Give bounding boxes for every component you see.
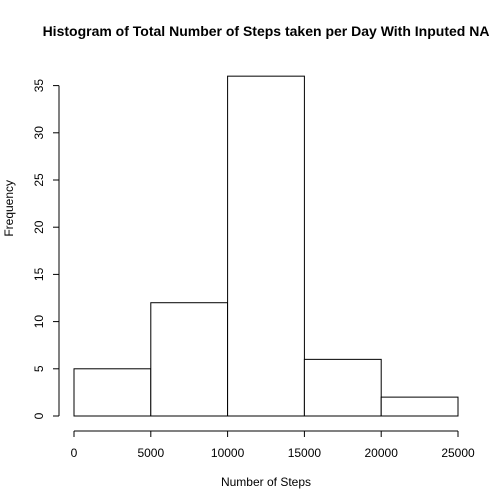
bars-group	[73, 75, 459, 417]
x-axis: 0 5000 10000 15000 20000 25000	[71, 430, 475, 460]
y-tick-label: 10	[32, 315, 46, 329]
y-tick-label: 15	[32, 267, 46, 281]
histogram-bar-4	[303, 358, 382, 417]
histogram-bar-5	[380, 396, 459, 417]
chart-title: Histogram of Total Number of Steps taken…	[43, 23, 490, 39]
y-axis: 0 5 10 15 20 25 30 35	[32, 79, 60, 419]
x-tick-label: 10000	[211, 446, 245, 460]
y-tick-label: 25	[32, 173, 46, 187]
histogram-bar-2	[150, 302, 229, 417]
y-axis-label: Frequency	[2, 180, 16, 237]
x-tick-label: 5000	[137, 446, 164, 460]
x-axis-label: Number of Steps	[221, 475, 311, 489]
x-tick-label: 15000	[288, 446, 322, 460]
x-tick-label: 20000	[365, 446, 399, 460]
y-tick-label: 5	[32, 365, 46, 372]
histogram-bar-1	[73, 368, 152, 417]
x-tick-label: 25000	[441, 446, 475, 460]
histogram-bar-3	[227, 75, 305, 417]
x-tick-label: 0	[71, 446, 78, 460]
y-tick-label: 30	[32, 126, 46, 140]
y-tick-label: 20	[32, 220, 46, 234]
y-tick-label: 0	[32, 412, 46, 419]
y-tick-label: 35	[32, 79, 46, 93]
